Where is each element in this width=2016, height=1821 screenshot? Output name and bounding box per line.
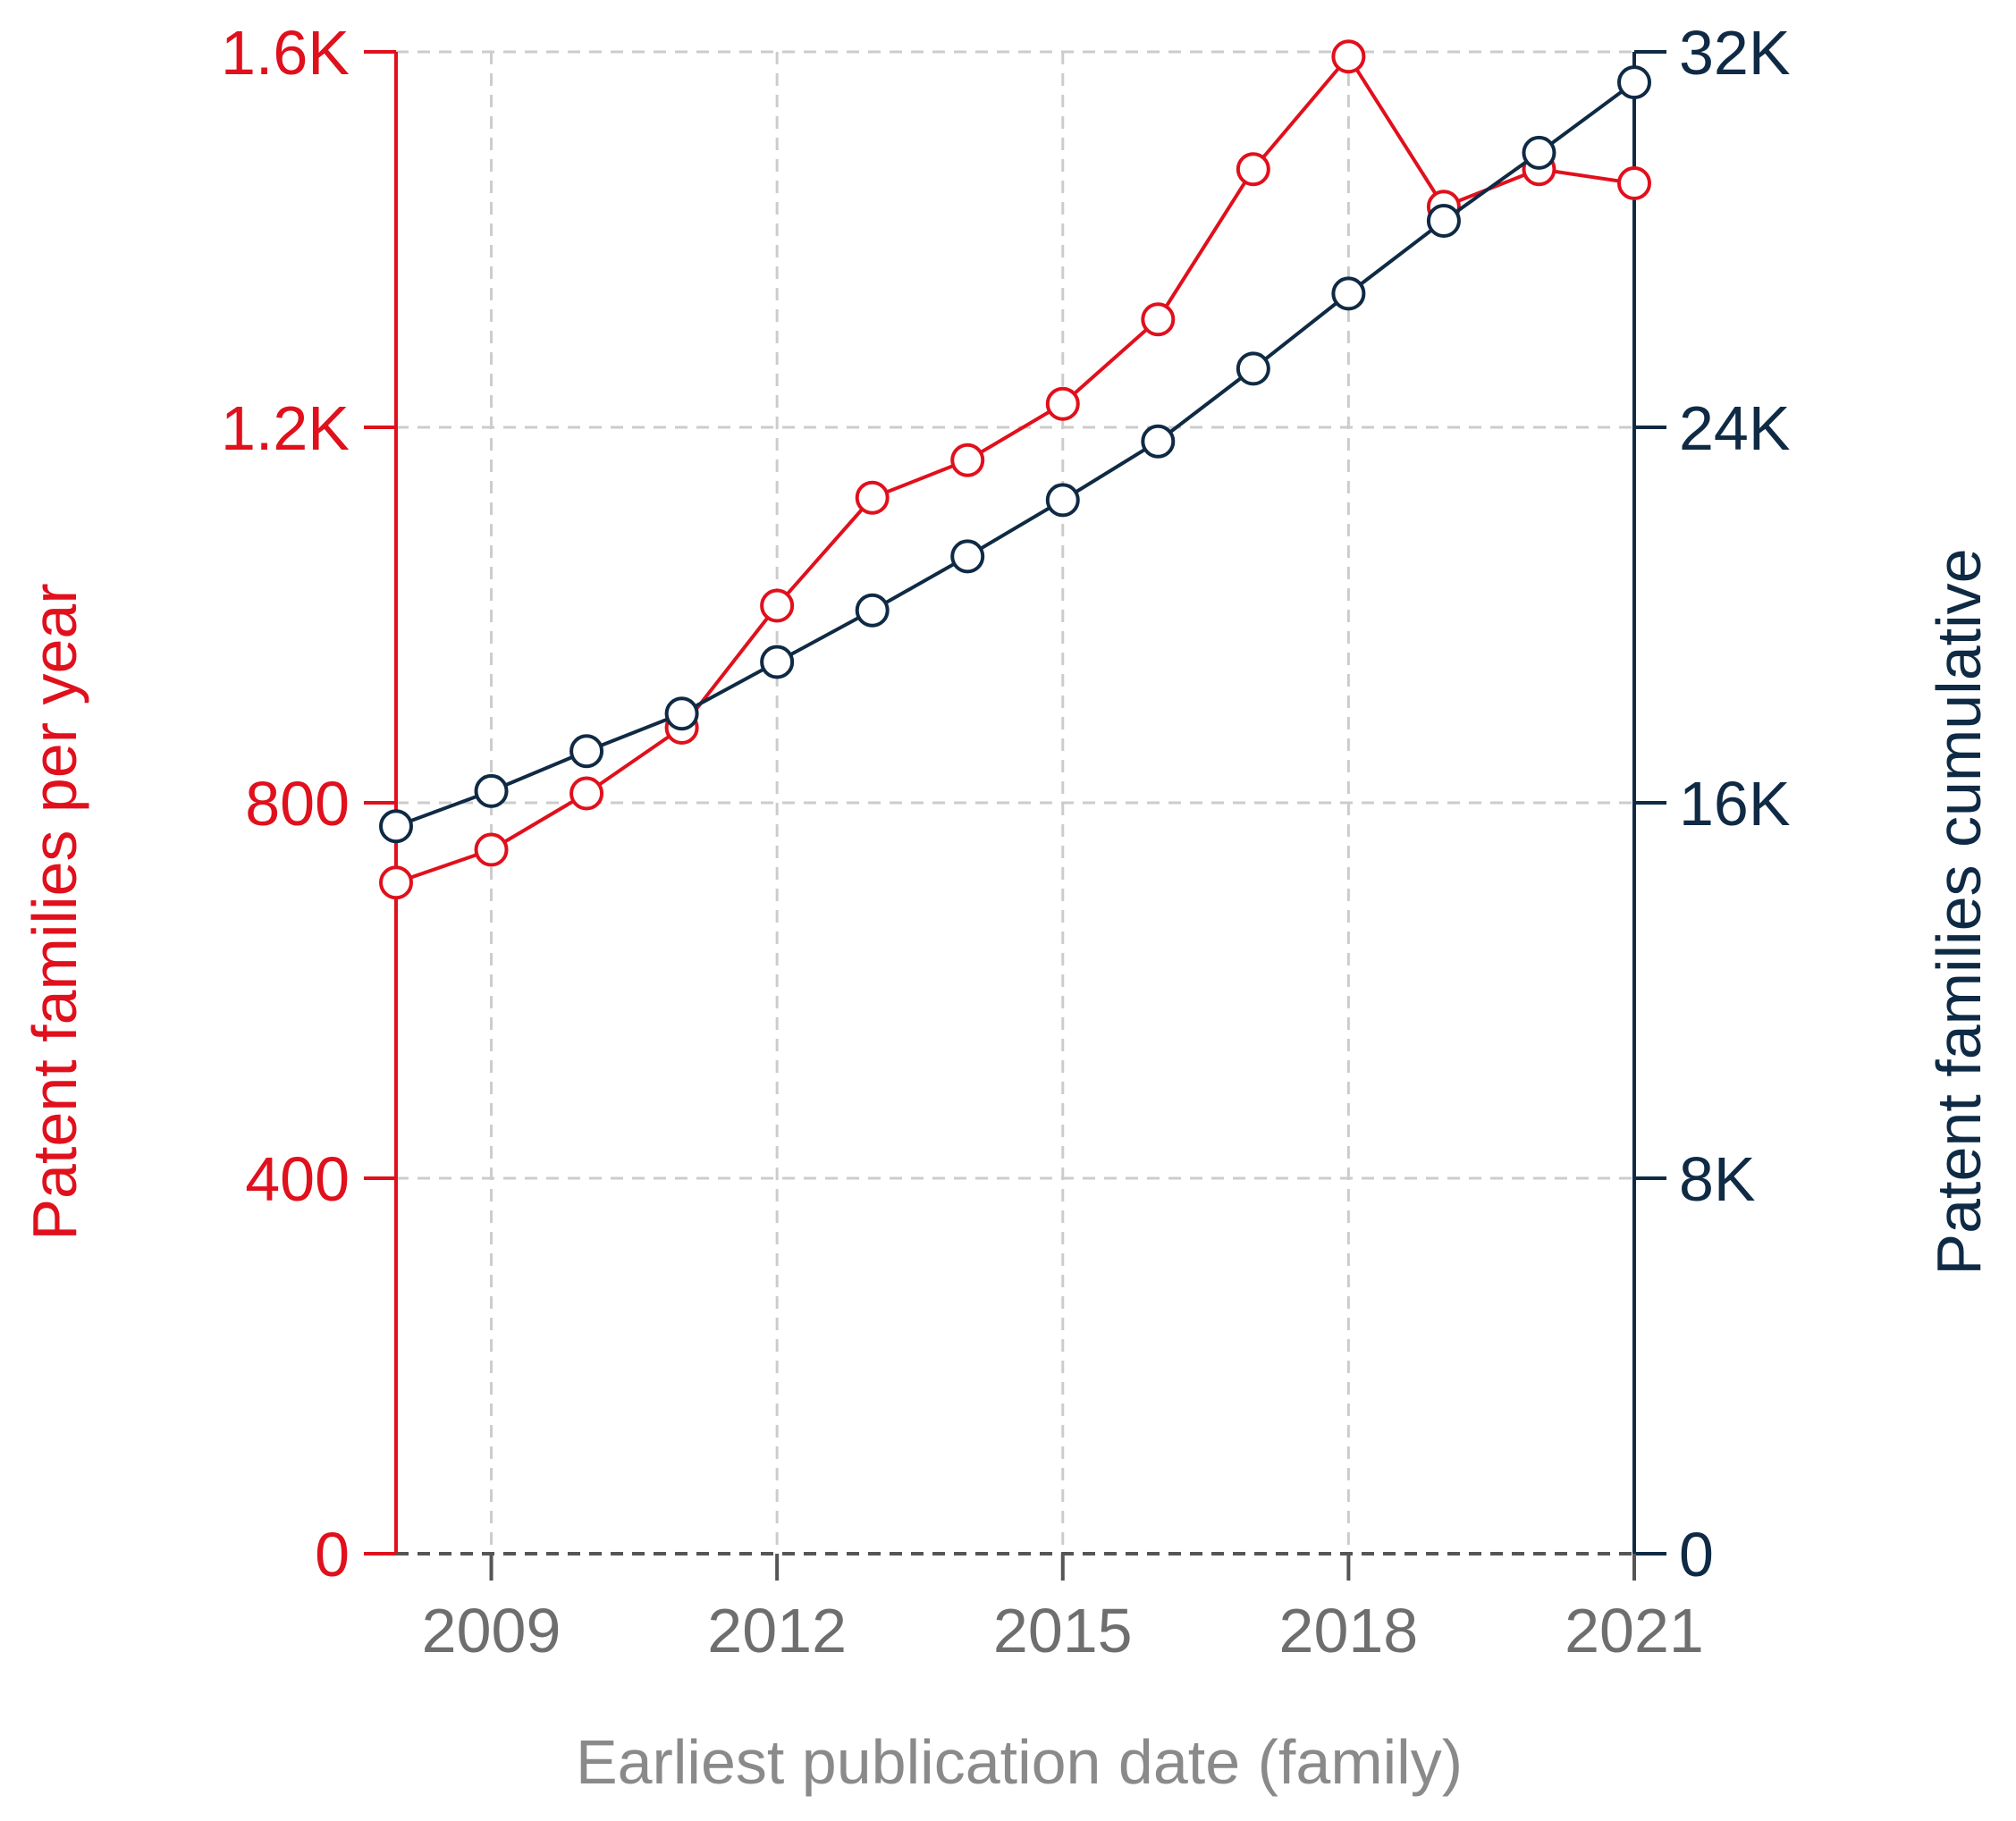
data-point [1331,39,1366,74]
y-right-tick-label: 0 [1679,1520,1714,1589]
x-axis-title: Earliest publication date (family) [576,1727,1463,1797]
data-point [760,588,795,623]
data-point [1331,276,1366,311]
y-right-tick-label: 24K [1679,393,1791,463]
y-left-tick-label: 1.6K [221,18,350,88]
data-point [855,480,890,515]
y-left-tick-label: 800 [245,769,350,839]
data-point [1426,204,1461,238]
x-tick-label: 2018 [1279,1596,1419,1665]
y-axis-left-title: Patent families per year [20,583,89,1240]
y-right-tick-label: 16K [1679,769,1791,839]
data-point [1617,65,1651,100]
x-tick-label: 2015 [993,1596,1133,1665]
data-point [1522,135,1556,170]
y-left-tick-label: 400 [245,1144,350,1214]
y-left-tick-label: 0 [315,1520,350,1589]
data-point [1045,483,1080,518]
data-point [569,776,604,811]
data-point [950,539,985,574]
data-point [569,734,604,769]
data-point [1141,424,1176,459]
series-per-year [379,39,1651,900]
series-cumulative [379,65,1651,844]
y-right-tick-label: 8K [1679,1144,1756,1214]
data-point [855,593,890,628]
data-point [474,832,509,867]
y-right-tick-label: 32K [1679,18,1791,88]
series-line [395,80,1636,829]
series-line [395,55,1635,885]
data-point [1617,166,1651,200]
data-point [1045,386,1080,421]
data-point [1141,302,1176,337]
data-point [379,809,413,844]
gridlines [396,50,1634,1554]
x-tick-label: 2021 [1565,1596,1704,1665]
data-point [1236,351,1270,386]
data-point [379,865,413,900]
x-tick-label: 2012 [707,1596,847,1665]
x-tick-label: 2009 [422,1596,561,1665]
data-point [760,645,795,679]
y-axis-right-title: Patent families cumulative [1924,548,1994,1275]
data-point [1236,152,1270,187]
data-point [664,696,699,731]
series [379,39,1651,900]
data-point [474,773,509,808]
tick-labels: 0 400 800 1.2K 1.6K 0 8K 16K 24K 32K 2009 2012 2015 2… [221,18,1791,1665]
y-left-tick-label: 1.2K [221,393,350,463]
axes [364,50,1666,1581]
data-point [950,443,985,477]
